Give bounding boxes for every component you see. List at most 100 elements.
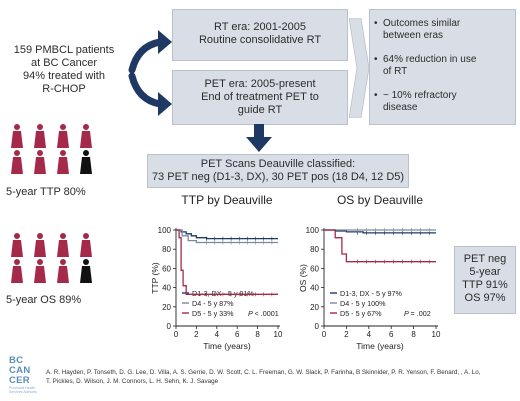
legend-entry: D5 - 5 y 33%	[192, 309, 234, 318]
legend-entry: D4 - 5 y 87%	[192, 299, 234, 308]
ttp-summary: 5-year TTP 80%	[6, 186, 86, 198]
os-summary: 5-year OS 89%	[6, 294, 82, 306]
person-icon	[57, 150, 69, 174]
person-icon	[57, 124, 69, 148]
pet-era-box: PET era: 2005-present End of treatment P…	[172, 70, 348, 125]
legend-entry: D1-3, DX - 5 y 91%	[192, 289, 255, 298]
rt-era-desc: Routine consolidative RT	[198, 34, 322, 46]
y-tick-label: 0	[315, 322, 320, 331]
y-tick-label: 60	[310, 264, 319, 273]
person-icon	[11, 150, 23, 174]
outcome-bullet-1: Outcomes similar between eras	[374, 18, 461, 42]
arrow-down-icon	[128, 72, 164, 108]
outcomes-box: Outcomes similar between eras 64% reduct…	[369, 9, 516, 125]
person-icon	[34, 233, 46, 257]
x-tick-label: 4	[215, 330, 220, 339]
pet-scans-title: PET Scans Deauville classified:	[200, 158, 356, 170]
person-icon	[11, 233, 23, 257]
pet-neg-label: PET neg	[463, 253, 507, 265]
person-icon	[57, 259, 69, 283]
x-axis-label: Time (years)	[203, 341, 251, 351]
series-line-2	[176, 229, 278, 244]
chart-title: TTP by Deauville	[181, 193, 272, 207]
y-tick-label: 100	[158, 226, 172, 235]
pet-scans-box: PET Scans Deauville classified: 73 PET n…	[147, 154, 409, 188]
p-value: P = .002	[404, 309, 431, 318]
rt-era-box: RT era: 2001-2005 Routine consolidative …	[172, 9, 348, 61]
person-icon	[80, 124, 92, 148]
x-axis-label: Time (years)	[356, 341, 404, 351]
person-icon	[11, 124, 23, 148]
cohort-text: 159 PMBCL patients at BC Cancer 94% trea…	[4, 44, 124, 96]
pet-neg-ttp: TTP 91%	[462, 279, 508, 291]
person-icon	[80, 233, 92, 257]
p-value: P < .0001	[248, 309, 279, 318]
x-tick-label: 8	[411, 330, 416, 339]
curved-arrows	[128, 30, 172, 116]
pet-era-desc2: guide RT	[237, 104, 283, 116]
outcome-3-line1: ~ 10% refractory	[383, 90, 457, 101]
outcome-3-line2: disease	[383, 102, 418, 113]
pet-neg-years: 5-year	[469, 266, 501, 278]
y-tick-label: 100	[306, 226, 320, 235]
cohort-line1: 159 PMBCL patients	[13, 44, 115, 56]
person-icon	[80, 259, 92, 283]
logo-line3: CER	[9, 375, 30, 386]
logo-line2: CAN	[9, 365, 31, 376]
outcome-2-line2: of RT	[383, 66, 408, 77]
arrow-down-thick-icon	[246, 124, 272, 152]
x-tick-label: 2	[194, 330, 199, 339]
person-icon	[11, 259, 23, 283]
x-tick-label: 2	[344, 330, 349, 339]
logo-subtitle: Provincial Health Services Authority	[9, 386, 38, 394]
cohort-line3: 94% treated with	[23, 70, 105, 82]
ttp-chart: TTP by Deauville 0 20 40 60 80 100 0 2 4 6 8 10 Time …	[150, 193, 282, 351]
arrow-up-head-icon	[158, 30, 172, 54]
y-axis-label: TTP (%)	[150, 262, 160, 294]
author-list: A. R. Hayden, P. Tonseth, D. G. Lee, D. …	[46, 368, 514, 386]
arrow-up-icon	[128, 38, 164, 74]
person-icon	[80, 150, 92, 174]
pet-era-title: PET era: 2005-present	[204, 78, 316, 90]
legend-entry: D4 - 5 y 100%	[340, 299, 386, 308]
authors-line2: T. Pickles, D. Wilson, J. M. Connors, L.…	[46, 378, 219, 385]
outcome-1-line1: Outcomes similar	[383, 18, 461, 29]
x-tick-label: 6	[235, 330, 240, 339]
x-tick-label: 0	[174, 330, 179, 339]
chevron-right-icon	[349, 18, 369, 118]
x-tick-label: 10	[274, 330, 282, 339]
y-tick-label: 80	[310, 245, 319, 254]
legend-entry: D5 - 5 y 67%	[340, 309, 382, 318]
y-tick-label: 20	[310, 303, 319, 312]
pet-scans-detail: 73 PET neg (D1-3, DX), 30 PET pos (18 D4…	[151, 171, 405, 183]
x-tick-label: 0	[322, 330, 327, 339]
series-line-3	[324, 229, 436, 263]
pet-neg-os: OS 97%	[464, 292, 506, 304]
os-chart: OS by Deauville 0 20 40 60 80 100 0 2 4 6 8 10 Time (…	[298, 193, 441, 351]
y-tick-label: 60	[162, 264, 171, 273]
series-line-3	[176, 229, 278, 295]
authors-line1: A. R. Hayden, P. Tonseth, D. G. Lee, D. …	[46, 369, 481, 376]
people-icons-ttp	[11, 124, 92, 174]
rt-era-title: RT era: 2001-2005	[214, 21, 306, 33]
people-icons-os	[11, 233, 92, 283]
cohort-line4: R-CHOP	[42, 83, 86, 95]
y-axis-label: OS (%)	[298, 264, 308, 292]
outcome-bullet-3: ~ 10% refractory disease	[374, 90, 457, 114]
outcome-2-line1: 64% reduction in use	[383, 54, 477, 65]
arrow-down-head-icon	[158, 92, 172, 116]
legend-entry: D1-3, DX - 5 y 97%	[340, 289, 403, 298]
cohort-line2: at BC Cancer	[30, 57, 98, 69]
pet-era-desc1: End of treatment PET to	[201, 91, 319, 103]
x-tick-label: 4	[367, 330, 372, 339]
person-icon	[34, 150, 46, 174]
person-icon	[57, 233, 69, 257]
series-line-1	[176, 229, 278, 240]
y-tick-label: 40	[162, 284, 171, 293]
pet-neg-box: PET neg 5-year TTP 91% OS 97%	[454, 246, 516, 314]
outcome-bullet-2: 64% reduction in use of RT	[374, 54, 477, 78]
person-icon	[34, 259, 46, 283]
chart-title: OS by Deauville	[337, 193, 423, 207]
y-tick-label: 20	[162, 303, 171, 312]
y-tick-label: 0	[167, 322, 172, 331]
